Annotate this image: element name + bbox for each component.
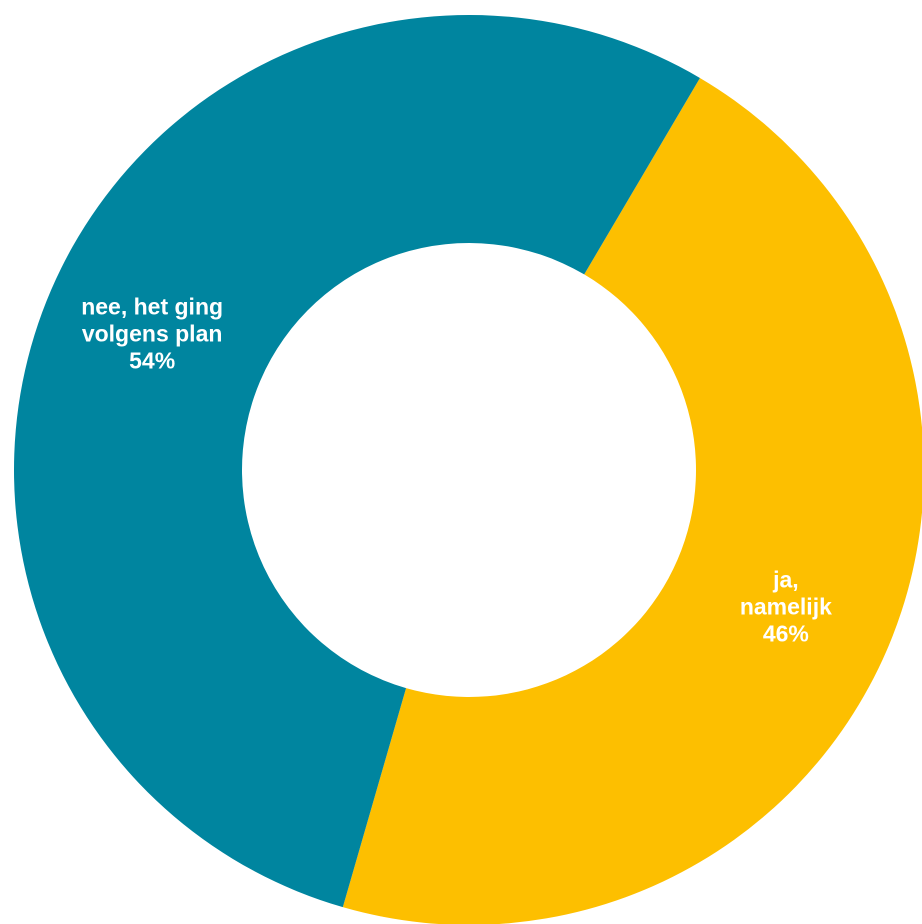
slice-category-label: namelijk <box>740 593 832 619</box>
slice-category-label: nee, het ging <box>81 294 223 320</box>
slice-label-1: nee, het ging volgens plan 54% <box>81 294 223 374</box>
slice-category-label: volgens plan <box>82 321 223 347</box>
slice-value-label: 54% <box>129 348 175 374</box>
slice-label-0: ja, namelijk 46% <box>740 566 832 646</box>
donut-slice-0 <box>342 77 922 924</box>
donut-labels: ja, namelijk 46% nee, het ging volgens plan 5… <box>81 294 832 647</box>
donut-slice-1 <box>14 15 700 908</box>
slice-value-label: 46% <box>763 620 809 646</box>
slice-category-label: ja, <box>772 566 799 592</box>
donut-slices <box>14 15 922 924</box>
